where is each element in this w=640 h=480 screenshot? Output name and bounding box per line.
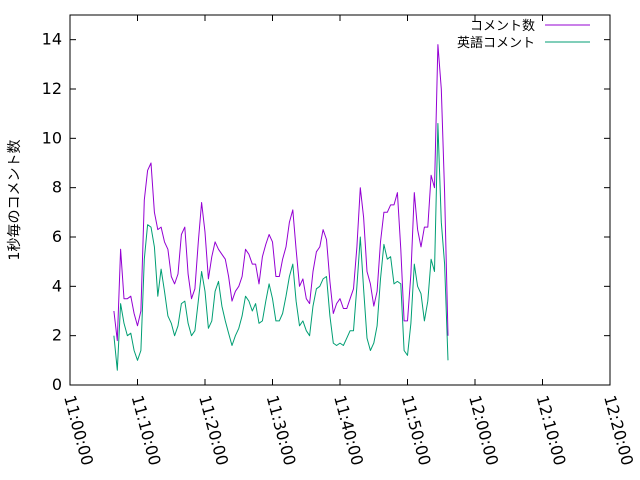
y-axis-label: 1秒毎のコメント数: [7, 140, 23, 261]
y-tick-label: 12: [42, 79, 62, 98]
x-tick-label: 12:20:00: [600, 393, 637, 467]
y-tick-label: 8: [52, 178, 62, 197]
y-tick-label: 4: [52, 276, 62, 295]
series-line-comments: [113, 44, 449, 342]
y-tick-label: 2: [52, 326, 62, 345]
plot-frame: [69, 14, 611, 386]
x-tick-label: 11:00:00: [60, 393, 97, 467]
x-tick-label: 11:10:00: [128, 393, 165, 467]
series-lines: [113, 44, 449, 371]
x-tick-label: 11:40:00: [330, 393, 367, 467]
y-tick-label: 0: [52, 375, 62, 394]
series-line-english-comments: [113, 123, 449, 371]
y-tick-label: 14: [42, 30, 62, 49]
legend-label-comments: コメント数: [470, 19, 535, 34]
x-tick-label: 12:00:00: [465, 393, 502, 467]
x-tick-label: 11:30:00: [263, 393, 300, 467]
y-tick-label: 6: [52, 227, 62, 246]
legend: コメント数 英語コメント: [457, 19, 590, 51]
x-tick-label: 11:50:00: [398, 393, 435, 467]
x-tick-label: 11:20:00: [195, 393, 232, 467]
legend-label-english-comments: 英語コメント: [457, 35, 535, 51]
x-tick-label: 12:10:00: [533, 393, 570, 467]
axis-ticks: 0 2 4 6 8 10 12 14 11:00:00 11:10:00 11:20:00 11:30…: [42, 15, 637, 467]
y-tick-label: 10: [42, 128, 62, 147]
